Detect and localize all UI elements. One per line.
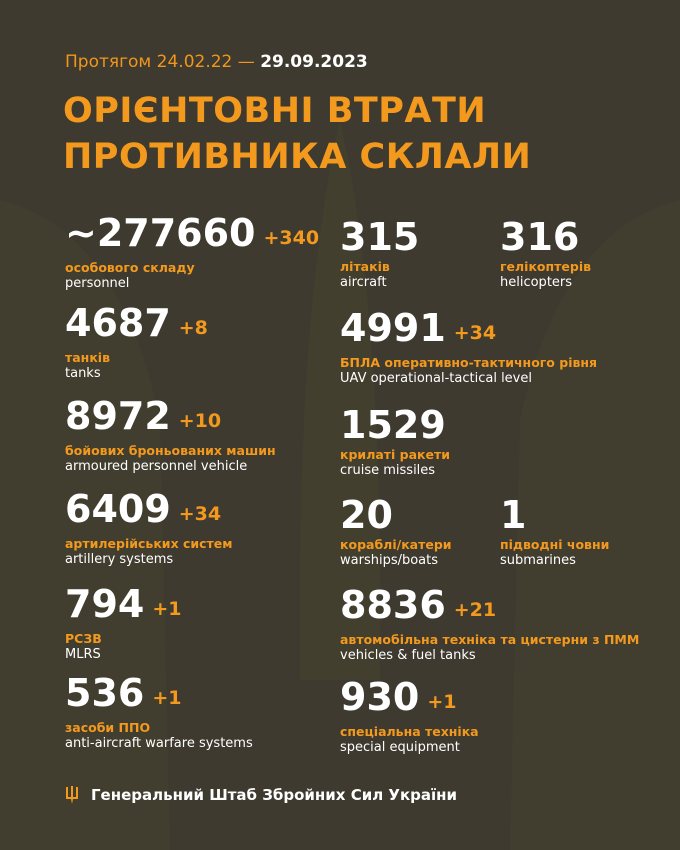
stat-label-ua: танків (65, 350, 110, 365)
stat-value: ~277660 +340 (65, 211, 320, 255)
stat-item: 4991 +34 БПЛА оперативно-тактичного рівня U… (340, 308, 597, 386)
stat-item: 4687 +8 танків tanks (65, 303, 208, 381)
stat-label-ua: РСЗВ (65, 631, 102, 646)
stat-label-en: submarines (500, 553, 576, 568)
stat-item: 536 +1 засоби ППО anti-aircraft warfare sys… (65, 673, 253, 751)
stat-label-en: artillery systems (65, 552, 174, 567)
stat-delta: +340 (263, 227, 320, 249)
stat-item: 794 +1 РСЗВ MLRS (65, 584, 181, 662)
stat-delta: +1 (152, 598, 182, 620)
stat-value: 930 +1 (340, 675, 457, 719)
stat-delta: +34 (453, 322, 497, 344)
stat-value: 536 +1 (65, 671, 182, 715)
stat-label-ua: спеціальна техніка (340, 724, 479, 739)
stat-value: 20 (340, 493, 393, 537)
stat-label-ua: артилерійських систем (65, 536, 233, 551)
stat-label-en: anti-aircraft warfare systems (65, 736, 253, 751)
stat-label-en: aircraft (340, 275, 387, 290)
stat-item: 6409 +34 артилерійських систем artillery sy… (65, 489, 233, 567)
stat-delta: +8 (178, 317, 208, 339)
stat-delta: +34 (178, 503, 222, 525)
stat-label-en: helicopters (500, 275, 573, 290)
stat-label-en: personnel (65, 276, 130, 291)
stat-label-en: warships/boats (340, 553, 439, 568)
stat-label-ua: літаків (340, 259, 390, 274)
stat-label-en: tanks (65, 366, 101, 381)
stat-value: 4991 +34 (340, 306, 497, 350)
page-title: ОРІЄНТОВНІ ВТРАТИ ПРОТИВНИКА СКЛАЛИ (63, 91, 532, 177)
stat-value: 1529 (340, 403, 446, 447)
stat-item: 8972 +10 бойових броньованих машин armoured… (65, 396, 276, 474)
stat-value: 8836 +21 (340, 583, 497, 627)
stat-item: 20 кораблі/катери warships/boats (340, 495, 452, 568)
stat-label-ua: засоби ППО (65, 720, 151, 735)
stat-label-en: cruise missiles (340, 463, 436, 478)
stat-label-ua: бойових броньованих машин (65, 443, 276, 458)
stat-label-en: armoured personnel vehicle (65, 459, 248, 474)
stat-label-ua: БПЛА оперативно-тактичного рівня (340, 355, 598, 370)
footer: Генеральний Штаб Збройних Сил України (65, 785, 457, 805)
stat-label-en: UAV operational-tactical level (340, 371, 532, 386)
stat-value: 1 (500, 493, 527, 537)
stat-item: ~277660 +340 особового складу personnel (65, 213, 319, 291)
stat-item: 1529 крилаті ракети cruise missiles (340, 405, 450, 478)
stat-value: 315 (340, 215, 420, 259)
stat-item: 315 літаків aircraft (340, 217, 419, 290)
stat-value: 8972 +10 (65, 394, 222, 438)
stat-label-ua: особового складу (65, 260, 195, 275)
stat-item: 8836 +21 автомобільна техніка та цистерни … (340, 585, 639, 663)
stat-label-ua: гелікоптерів (500, 259, 592, 274)
stat-value: 6409 +34 (65, 487, 222, 531)
stat-label-ua: крилаті ракети (340, 447, 451, 462)
stat-delta: +1 (152, 687, 182, 709)
stat-item: 930 +1 спеціальна техніка special equipment (340, 677, 479, 755)
stat-value: 794 +1 (65, 582, 182, 626)
stat-value: 316 (500, 215, 580, 259)
stat-delta: +1 (427, 691, 457, 713)
stat-value: 4687 +8 (65, 301, 208, 345)
footer-text: Генеральний Штаб Збройних Сил України (91, 786, 458, 804)
stat-delta: +10 (178, 410, 222, 432)
stat-label-ua: автомобільна техніка та цистерни з ПММ (340, 632, 640, 647)
stat-item: 316 гелікоптерів helicopters (500, 217, 591, 290)
stat-label-en: special equipment (340, 740, 460, 755)
stat-delta: +21 (453, 599, 497, 621)
stat-label-ua: кораблі/катери (340, 537, 452, 552)
stat-label-en: vehicles & fuel tanks (340, 648, 476, 663)
stat-item: 1 підводні човни submarines (500, 495, 609, 568)
period-subtitle: Протягом 24.02.22 — 29.09.2023 (65, 52, 368, 72)
stat-label-en: MLRS (65, 647, 101, 662)
trident-icon (66, 786, 78, 804)
stat-label-ua: підводні човни (500, 537, 610, 552)
